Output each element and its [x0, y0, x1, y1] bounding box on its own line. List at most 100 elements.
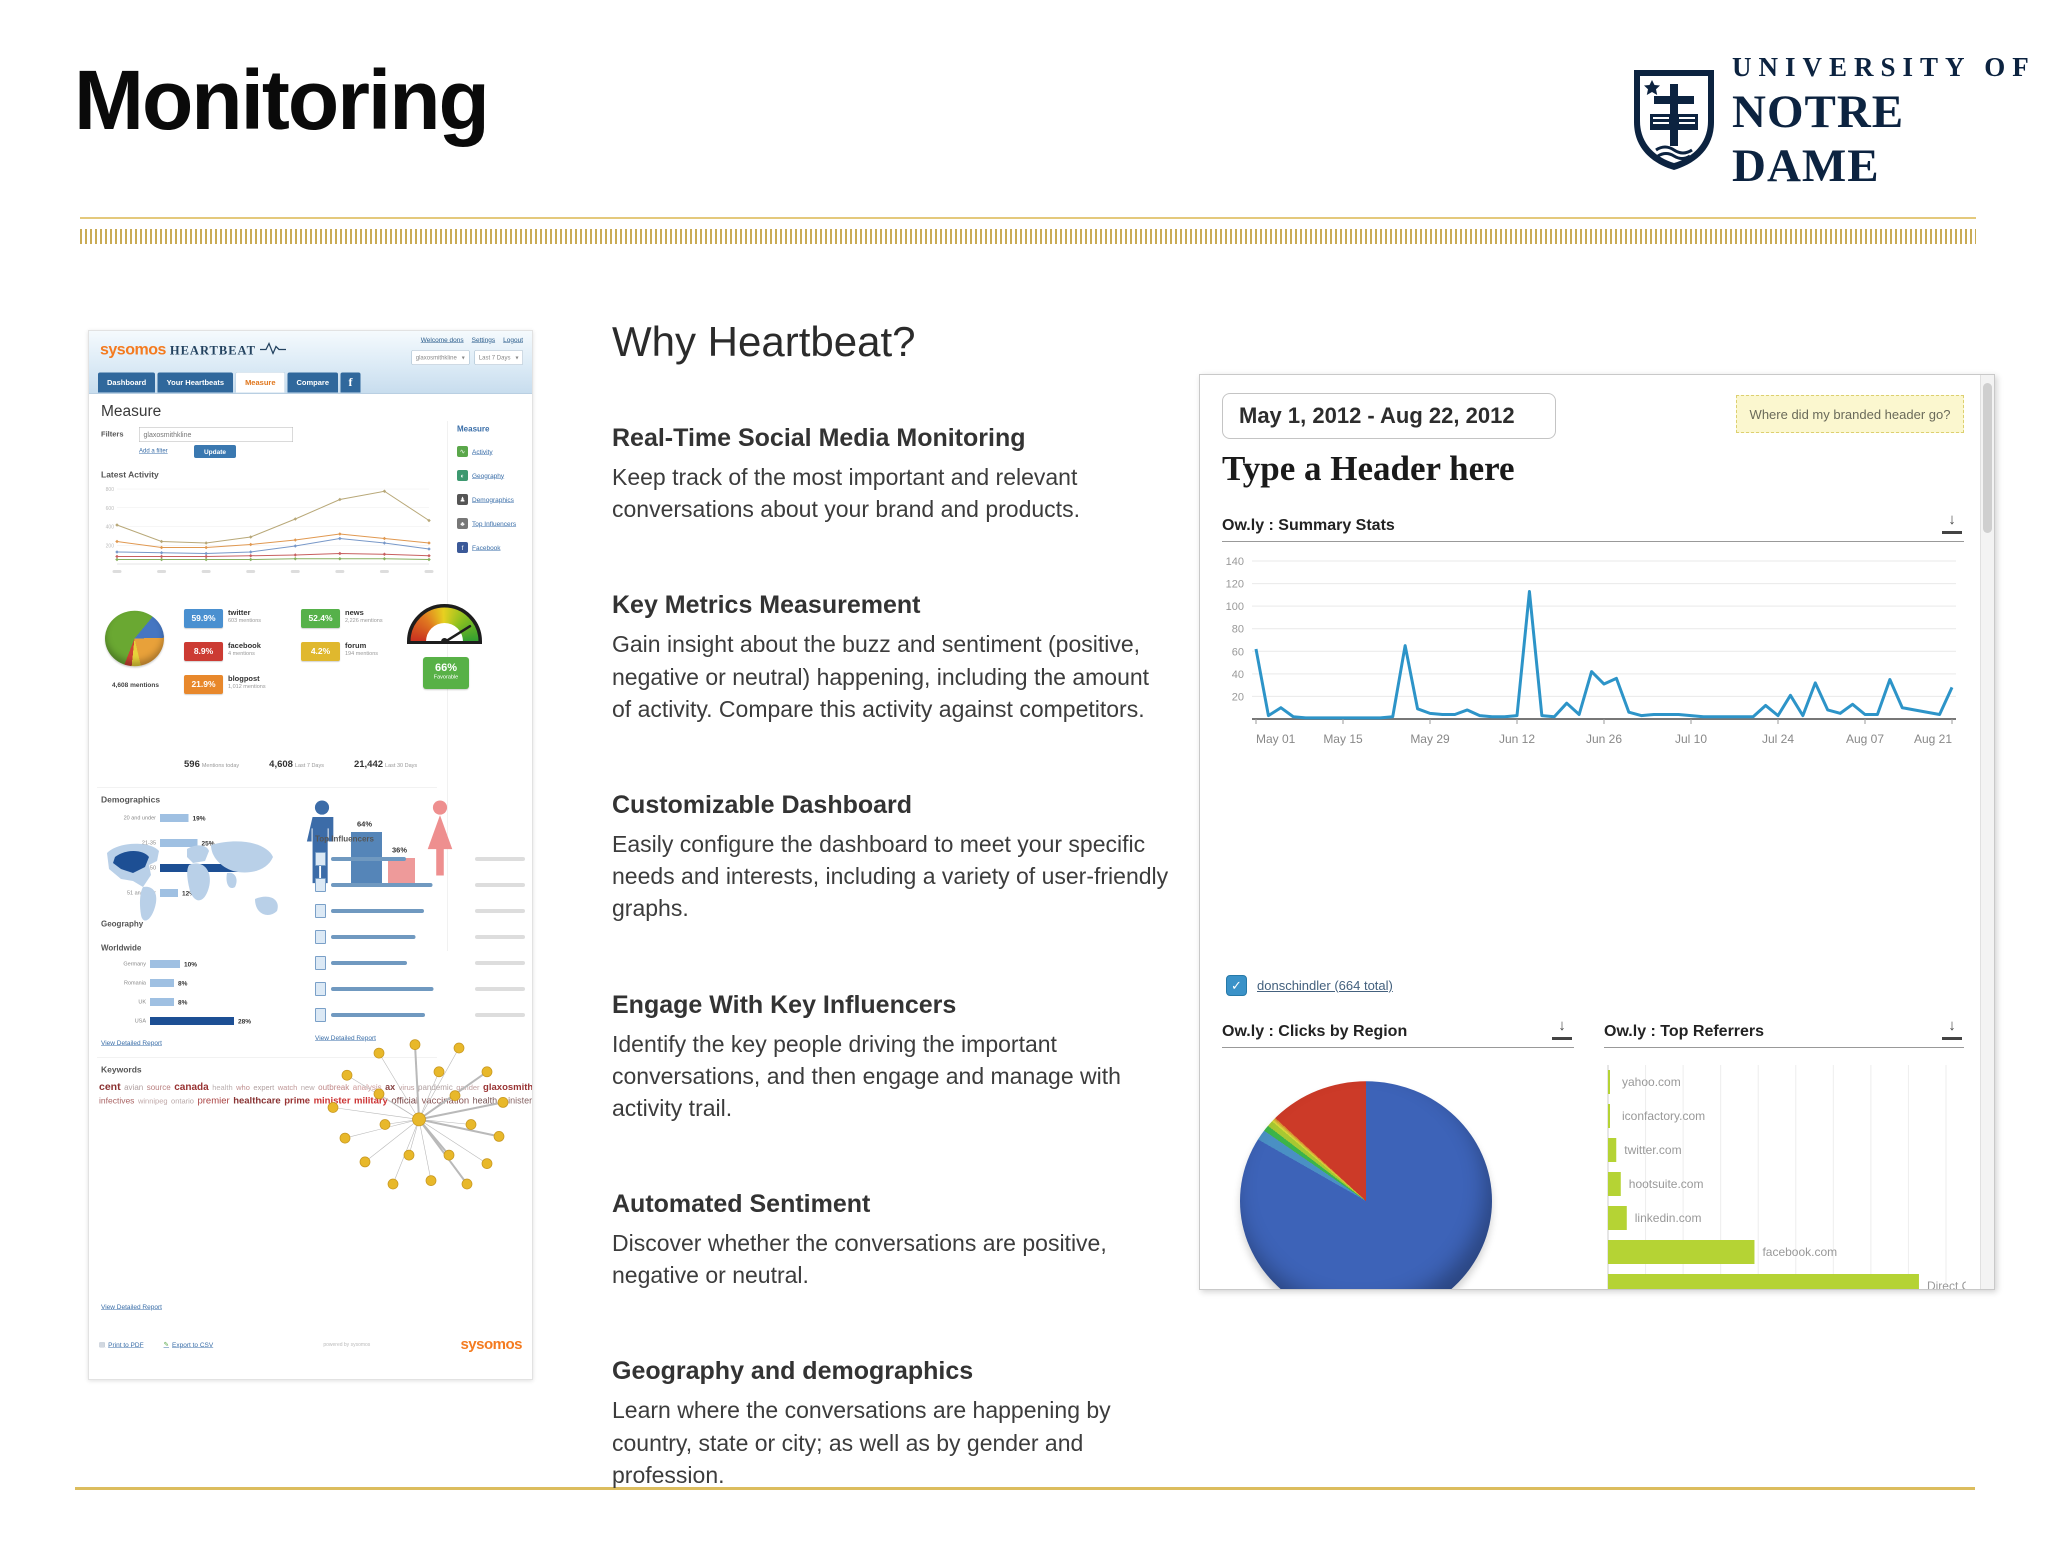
- keyword[interactable]: ontario: [171, 1096, 194, 1106]
- view-detailed-report-link[interactable]: View Detailed Report: [101, 1039, 162, 1047]
- age-bar: [160, 889, 178, 897]
- channel-badge-forum: 4.2% forum 194 mentions: [301, 642, 378, 661]
- keyword[interactable]: virus: [398, 1083, 415, 1093]
- keyword[interactable]: military: [354, 1095, 388, 1106]
- keyword[interactable]: winnipeg: [137, 1096, 168, 1106]
- male-icon: [306, 800, 334, 884]
- influencer-row[interactable]: [315, 1008, 525, 1022]
- keyword[interactable]: pandemic: [418, 1083, 453, 1093]
- svg-text:May 01: May 01: [1256, 732, 1296, 746]
- heartbeat-pulse-icon: [259, 341, 286, 355]
- daterange-select[interactable]: Last 7 Days ▾: [474, 350, 523, 365]
- view-detailed-report-link[interactable]: View Detailed Report: [315, 1034, 376, 1042]
- badge-text: news 2,226 mentions: [345, 608, 383, 624]
- sysomos-header-bar: sysomos HEARTBEAT Welcome dons Settings …: [89, 331, 532, 394]
- why-section-heading: Automated Sentiment: [612, 1190, 871, 1219]
- gold-rule: [80, 217, 1976, 219]
- settings-link[interactable]: Settings: [471, 336, 496, 344]
- svg-text:60: 60: [1232, 646, 1244, 658]
- series-checkbox[interactable]: ✓: [1226, 975, 1247, 996]
- document-icon: [315, 878, 326, 892]
- filter-input[interactable]: [139, 427, 293, 442]
- sidebar-item-activity[interactable]: ∿ Activity: [457, 446, 527, 457]
- keyword[interactable]: avian: [124, 1083, 144, 1093]
- sidebar-item-label: Geography: [472, 471, 505, 480]
- top-influencers-list: Top Influencers View Detailed Report: [315, 835, 525, 1042]
- keyword[interactable]: minister: [313, 1095, 351, 1106]
- keyword[interactable]: anti-infectives: [99, 1095, 135, 1106]
- print-pdf-link[interactable]: ▤ Print to PDF: [99, 1340, 144, 1349]
- influencer-row[interactable]: [315, 852, 525, 866]
- keyword[interactable]: gander: [456, 1083, 480, 1093]
- why-section: Real-Time Social Media Monitoring Keep tr…: [612, 424, 1172, 525]
- date-range-picker[interactable]: May 1, 2012 - Aug 22, 2012: [1222, 393, 1556, 439]
- keyword[interactable]: canada: [174, 1081, 209, 1093]
- why-section-body: Learn where the conversations are happen…: [612, 1397, 1111, 1488]
- download-icon[interactable]: ↓: [1942, 1018, 1962, 1040]
- tab-measure[interactable]: Measure: [235, 372, 285, 393]
- sentiment-gauge: [407, 604, 482, 644]
- keyword[interactable]: health: [212, 1083, 233, 1093]
- svg-text:20: 20: [1232, 691, 1244, 703]
- scrollbar[interactable]: [1980, 375, 1994, 1289]
- export-csv-link[interactable]: ✎ Export to CSV: [163, 1340, 214, 1349]
- influencer-row[interactable]: [315, 956, 525, 970]
- keyword[interactable]: new: [300, 1083, 315, 1093]
- keyword[interactable]: glaxosmithkline: [483, 1082, 533, 1093]
- divider: [97, 787, 437, 788]
- demographics-icon: ♟: [457, 494, 468, 505]
- svg-text:Jul 10: Jul 10: [1675, 732, 1707, 746]
- favorable-badge: 66% Favorable: [423, 657, 469, 689]
- scrollbar-thumb[interactable]: [1983, 383, 1992, 533]
- country-bar: [150, 979, 174, 987]
- tab-dashboard[interactable]: Dashboard: [98, 372, 156, 393]
- keyword[interactable]: who: [236, 1083, 250, 1093]
- keyword[interactable]: official: [391, 1095, 419, 1106]
- download-icon[interactable]: ↓: [1552, 1018, 1572, 1040]
- welcome-link[interactable]: Welcome dons: [420, 336, 464, 344]
- tab-your-heartbeats[interactable]: Your Heartbeats: [157, 372, 234, 393]
- facebook-tab[interactable]: f: [340, 372, 361, 393]
- influencer-row[interactable]: [315, 930, 525, 944]
- keyword[interactable]: source: [146, 1083, 171, 1093]
- clicks-by-region-section-title: Ow.ly : Clicks by Region: [1222, 1023, 1408, 1040]
- activity-icon: ∿: [457, 446, 468, 457]
- female-bar: [388, 858, 415, 885]
- view-detailed-report-link[interactable]: View Detailed Report: [101, 1303, 162, 1311]
- keyword[interactable]: watch: [277, 1083, 298, 1093]
- keyword[interactable]: premier: [197, 1095, 230, 1106]
- keyword[interactable]: health: [472, 1095, 498, 1106]
- keyword[interactable]: ax: [385, 1082, 396, 1092]
- influencer-row[interactable]: [315, 982, 525, 996]
- keyword[interactable]: cent: [99, 1081, 121, 1093]
- badge-percent: 4.2%: [301, 642, 340, 661]
- update-button[interactable]: Update: [194, 445, 236, 458]
- top-influencers-title: Top Influencers: [315, 835, 374, 844]
- keyword[interactable]: expert: [253, 1083, 275, 1093]
- keyword[interactable]: healthcare: [233, 1095, 281, 1106]
- keyword[interactable]: minister: [500, 1095, 533, 1106]
- sidebar-item-geography[interactable]: ◐ Geography: [457, 470, 527, 481]
- top-referrers-section-title: Ow.ly : Top Referrers: [1604, 1023, 1765, 1040]
- influencer-row[interactable]: [315, 904, 525, 918]
- influencer-link: [331, 987, 434, 991]
- logout-link[interactable]: Logout: [503, 336, 523, 344]
- tab-compare[interactable]: Compare: [287, 372, 339, 393]
- why-section-body: Discover whether the conversations are p…: [612, 1230, 1107, 1289]
- sidebar-item-facebook[interactable]: f Facebook: [457, 542, 527, 553]
- document-icon: [315, 982, 326, 996]
- influencer-link: [331, 909, 424, 913]
- report-header-placeholder[interactable]: Type a Header here: [1222, 449, 1515, 488]
- influencer-row[interactable]: [315, 878, 525, 892]
- download-icon[interactable]: ↓: [1942, 512, 1962, 534]
- chevron-down-icon: ▾: [461, 354, 465, 361]
- keyword[interactable]: outbreak: [318, 1083, 350, 1093]
- latest-activity-title: Latest Activity: [101, 470, 159, 480]
- sidebar-item-top-influencers[interactable]: ♣ Top Influencers: [457, 518, 527, 529]
- series-link[interactable]: donschindler (664 total): [1257, 978, 1393, 993]
- svg-text:400: 400: [106, 525, 115, 531]
- sidebar-item-demographics[interactable]: ♟ Demographics: [457, 494, 527, 505]
- heartbeat-select[interactable]: glaxosmithkline ▾: [411, 350, 470, 365]
- keyword[interactable]: prime: [284, 1095, 311, 1106]
- add-filter-link[interactable]: Add a filter: [139, 447, 168, 454]
